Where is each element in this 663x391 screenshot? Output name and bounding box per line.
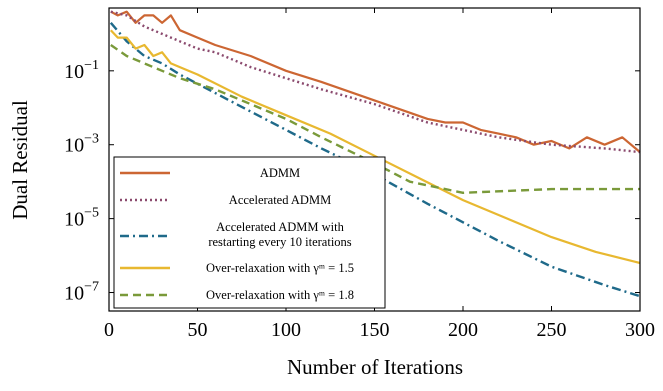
y-tick-label: 10−1 xyxy=(64,58,99,83)
series-line-4 xyxy=(110,29,641,265)
x-tick-label: 200 xyxy=(448,319,478,341)
y-tick-label: 10−5 xyxy=(64,206,99,231)
y-tick-label: 10−7 xyxy=(64,280,99,305)
x-axis-title: Number of Iterations xyxy=(287,355,463,379)
series-layer xyxy=(109,10,641,298)
axis-layer: 0 50 100 150 200 250 300 10−1 10−3 10−5 10−7 xyxy=(64,8,655,341)
y-tick-label: 10−3 xyxy=(64,132,99,157)
x-tick-label: 250 xyxy=(537,319,567,341)
series-line-5 xyxy=(110,44,640,195)
legend-label: Accelerated ADMM xyxy=(229,193,331,207)
x-tick-label: 150 xyxy=(360,319,390,341)
legend-label: ADMM xyxy=(260,166,300,180)
legend-label-line2: restarting every 10 iterations xyxy=(208,235,351,249)
series-line-2 xyxy=(110,10,641,154)
legend-label: Over-relaxation with γᵐ = 1.8 xyxy=(206,288,354,302)
legend-label: Over-relaxation with γᵐ = 1.5 xyxy=(206,261,354,275)
legend-box xyxy=(113,156,386,309)
legend: ADMM Accelerated ADMM Accelerated ADMM wit… xyxy=(113,156,386,309)
x-tick-label: 50 xyxy=(188,319,208,341)
series-line-1 xyxy=(110,10,641,153)
y-axis-title: Dual Residual xyxy=(8,100,32,220)
x-tick-label: 0 xyxy=(104,319,114,341)
series-line-3 xyxy=(109,22,641,298)
x-tick-label: 100 xyxy=(271,319,301,341)
x-tick-label: 300 xyxy=(625,319,655,341)
legend-label: Accelerated ADMM with xyxy=(216,220,344,234)
